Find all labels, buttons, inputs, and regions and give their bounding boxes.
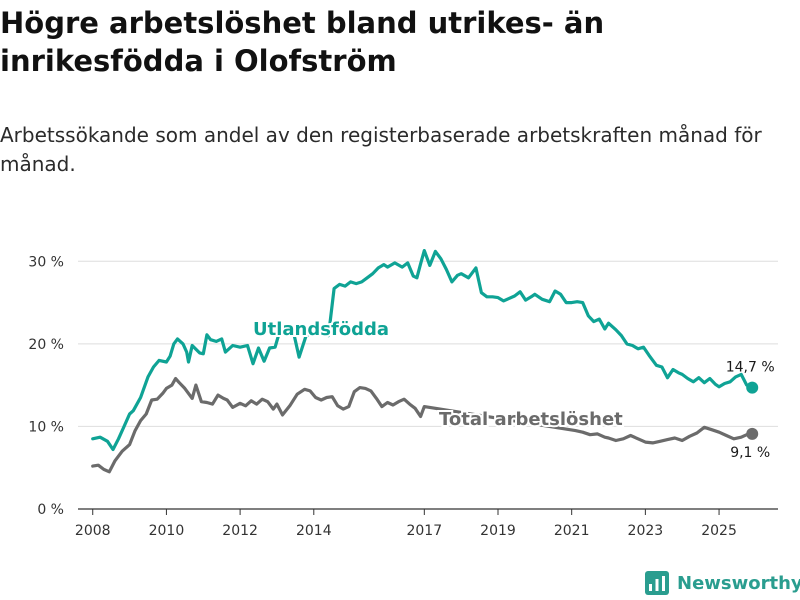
x-tick-label: 2021 xyxy=(554,523,590,539)
y-tick-label: 0 % xyxy=(37,502,64,518)
end-label-utlandsfodda: 14,7 % xyxy=(726,360,775,376)
y-tick-label: 30 % xyxy=(28,254,64,270)
series-label-total: Total arbetslöshet xyxy=(439,409,623,430)
x-tick-label: 2019 xyxy=(480,523,516,539)
y-tick-label: 10 % xyxy=(28,419,64,435)
brand-logo: Newsworthy xyxy=(645,568,800,598)
newsworthy-logo-icon xyxy=(645,571,669,595)
end-point-utlandsfodda xyxy=(746,381,759,394)
series-label-utlandsfodda: Utlandsfödda xyxy=(253,319,389,340)
x-tick-label: 2012 xyxy=(222,523,258,539)
x-tick-label: 2010 xyxy=(149,523,185,539)
end-label-total: 9,1 % xyxy=(730,445,770,461)
x-tick-label: 2017 xyxy=(406,523,442,539)
x-tick-label: 2025 xyxy=(701,523,737,539)
brand-name: Newsworthy xyxy=(677,572,800,594)
y-tick-label: 20 % xyxy=(28,337,64,353)
x-tick-label: 2008 xyxy=(75,523,111,539)
x-tick-label: 2023 xyxy=(628,523,664,539)
x-tick-label: 2014 xyxy=(296,523,332,539)
chart-title: Högre arbetslöshet bland utrikes- än inr… xyxy=(0,6,605,78)
series-line-utlandsfodda xyxy=(91,249,754,452)
end-point-total xyxy=(746,427,759,440)
series-line-total xyxy=(91,376,754,474)
chart-subtitle: Arbetssökande som andel av den registerb… xyxy=(0,123,762,176)
